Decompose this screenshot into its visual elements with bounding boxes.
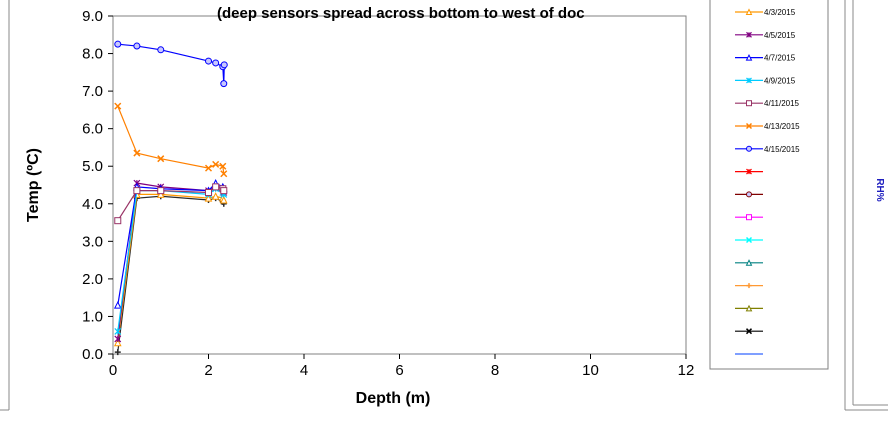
legend-entry: 4/7/2015	[735, 54, 796, 63]
data-point	[114, 335, 122, 343]
x-tick-label: 6	[395, 362, 403, 379]
y-tick-label: 2.0	[82, 271, 103, 288]
legend-entry	[735, 168, 763, 175]
data-point	[114, 349, 121, 356]
y-tick-label: 6.0	[82, 121, 103, 138]
data-point	[204, 164, 213, 172]
data-point	[156, 190, 165, 198]
data-point	[205, 189, 212, 197]
legend-entry: 4/13/2015	[735, 122, 800, 131]
axes: 0.0 1.0 2.0 3.0 4.0 5.0 6.0 7.0 8.0 9.0 0 2 4 6 8 10 12	[82, 8, 694, 379]
data-point	[114, 102, 122, 110]
legend-marker	[745, 236, 753, 244]
legend-entry	[735, 283, 763, 289]
legend-marker	[745, 259, 753, 266]
legend: 4/3/2015 4/5/2015 4/7/2015 4/9/2015 4/11/201…	[735, 8, 800, 355]
legend-marker	[745, 304, 753, 312]
data-point	[212, 183, 220, 191]
x-tick-label: 8	[491, 362, 499, 379]
legend-label: 4/5/2015	[764, 31, 796, 40]
data-point	[219, 195, 228, 204]
legend-marker	[745, 53, 753, 61]
data-point	[157, 46, 165, 54]
legend-marker	[746, 283, 752, 289]
data-point	[157, 187, 165, 195]
x-tick-label: 12	[678, 362, 695, 379]
data-point	[212, 160, 220, 168]
chart-title: (deep sensors spread across bottom to we…	[217, 5, 585, 22]
legend-marker	[746, 100, 752, 107]
y-tick-label: 8.0	[82, 46, 103, 63]
data-point	[212, 59, 220, 67]
data-point	[211, 192, 220, 200]
series-5	[114, 183, 228, 225]
legend-label: 4/15/2015	[764, 145, 800, 154]
side-axis-label: RH%	[874, 178, 885, 201]
data-point	[114, 217, 122, 225]
legend-marker	[745, 122, 753, 130]
data-point	[113, 301, 122, 309]
y-tick-label: 4.0	[82, 196, 103, 213]
legend-label: 4/7/2015	[764, 54, 796, 63]
legend-entry	[735, 191, 763, 198]
x-axis-title: Depth (m)	[356, 390, 431, 407]
data-point	[220, 80, 228, 88]
legend-label: 4/9/2015	[764, 76, 796, 85]
data-point	[205, 57, 212, 65]
y-tick-label: 3.0	[82, 233, 103, 250]
data-point	[113, 338, 122, 347]
y-tick-label: 9.0	[82, 8, 103, 25]
data-point	[220, 187, 228, 195]
legend-entry: 4/11/2015	[735, 99, 800, 108]
data-point	[157, 155, 165, 163]
legend-box	[709, 0, 829, 370]
legend-marker	[746, 145, 752, 152]
legend-entry	[735, 328, 763, 335]
y-tick-label: 0.0	[82, 346, 103, 363]
legend-marker	[746, 168, 752, 175]
y-tick-label: 1.0	[82, 308, 103, 325]
x-tick-label: 0	[109, 362, 117, 379]
data-point	[133, 187, 141, 195]
series-6	[114, 102, 228, 178]
plot-area	[112, 15, 687, 355]
legend-marker	[746, 31, 752, 38]
legend-label: 4/13/2015	[764, 122, 800, 131]
data-point	[133, 42, 141, 50]
y-axis-title: Temp (ºC)	[25, 148, 42, 222]
x-tick-label: 10	[582, 362, 599, 379]
legend-entry	[735, 214, 763, 221]
y-tick-label: 5.0	[82, 158, 103, 175]
data-point	[114, 328, 122, 335]
legend-entry: 4/5/2015	[735, 31, 796, 40]
legend-entry	[735, 304, 763, 312]
data-point	[220, 61, 228, 69]
legend-marker	[745, 8, 753, 15]
data-point	[114, 40, 122, 48]
series-7	[114, 40, 228, 88]
y-tick-label: 7.0	[82, 83, 103, 100]
legend-marker	[746, 214, 752, 221]
data-point	[133, 149, 141, 157]
legend-entry	[735, 236, 763, 244]
legend-marker	[745, 328, 753, 335]
data-point	[220, 170, 228, 178]
legend-marker	[746, 77, 752, 84]
x-tick-label: 4	[300, 362, 308, 379]
legend-entry: 4/3/2015	[735, 8, 796, 17]
legend-label: 4/3/2015	[764, 8, 796, 17]
x-tick-label: 2	[204, 362, 212, 379]
legend-entry	[735, 259, 763, 266]
data-point	[204, 194, 213, 202]
legend-marker	[746, 191, 752, 198]
legend-entry: 4/9/2015	[735, 76, 796, 85]
data-point	[219, 162, 227, 170]
series-layer	[113, 40, 228, 356]
legend-entry: 4/15/2015	[735, 145, 800, 154]
legend-label: 4/11/2015	[764, 99, 800, 108]
